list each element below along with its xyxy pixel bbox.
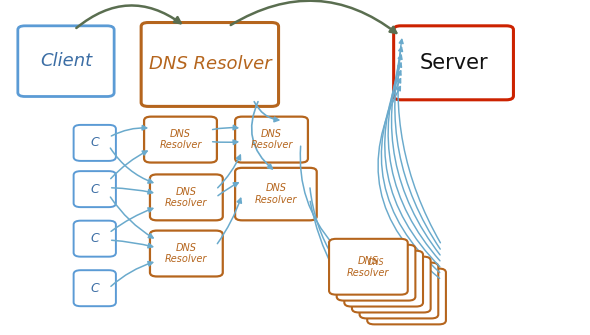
FancyBboxPatch shape: [337, 245, 415, 300]
FancyBboxPatch shape: [345, 251, 423, 307]
Text: DNS: DNS: [391, 275, 407, 284]
FancyBboxPatch shape: [74, 171, 116, 207]
Text: DNS
Resolver: DNS Resolver: [255, 183, 297, 205]
Text: DNS: DNS: [375, 264, 392, 273]
FancyBboxPatch shape: [141, 22, 278, 107]
Text: Client: Client: [40, 52, 92, 70]
Text: C: C: [90, 136, 99, 149]
FancyBboxPatch shape: [74, 270, 116, 306]
FancyBboxPatch shape: [352, 257, 431, 313]
Text: DNS: DNS: [368, 258, 384, 267]
Text: DNS: DNS: [383, 270, 399, 278]
Text: Server: Server: [419, 53, 488, 73]
Text: C: C: [90, 282, 99, 295]
FancyBboxPatch shape: [367, 269, 446, 324]
FancyBboxPatch shape: [18, 26, 114, 96]
FancyBboxPatch shape: [235, 168, 317, 220]
FancyBboxPatch shape: [150, 175, 223, 220]
FancyBboxPatch shape: [150, 230, 223, 276]
Text: DNS
Resolver: DNS Resolver: [348, 256, 389, 277]
Text: C: C: [90, 232, 99, 245]
Text: C: C: [90, 183, 99, 196]
FancyBboxPatch shape: [235, 117, 308, 162]
Text: DNS Resolver: DNS Resolver: [149, 56, 271, 73]
FancyBboxPatch shape: [394, 26, 513, 100]
FancyBboxPatch shape: [329, 239, 408, 295]
FancyBboxPatch shape: [74, 125, 116, 161]
Text: DNS
Resolver: DNS Resolver: [250, 129, 293, 150]
Text: DNS
Resolver: DNS Resolver: [159, 129, 202, 150]
FancyBboxPatch shape: [359, 263, 438, 319]
FancyBboxPatch shape: [74, 221, 116, 257]
Text: DNS
Resolver: DNS Resolver: [165, 243, 208, 264]
FancyBboxPatch shape: [144, 117, 217, 162]
Text: DNS
Resolver: DNS Resolver: [165, 187, 208, 208]
Text: DNS: DNS: [398, 281, 415, 290]
